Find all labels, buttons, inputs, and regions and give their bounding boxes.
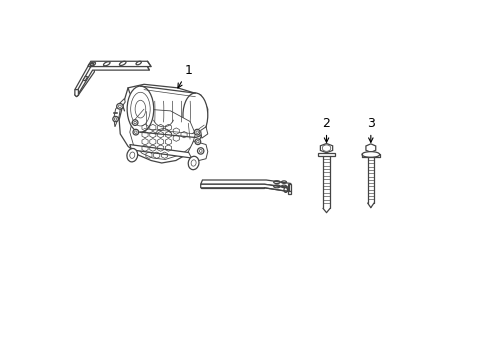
Polygon shape [75, 61, 151, 90]
Polygon shape [318, 153, 335, 156]
Polygon shape [201, 180, 291, 187]
Polygon shape [114, 99, 125, 127]
Ellipse shape [362, 152, 380, 157]
Polygon shape [201, 127, 208, 138]
Polygon shape [75, 67, 149, 97]
Polygon shape [320, 144, 333, 153]
Ellipse shape [197, 148, 204, 154]
Ellipse shape [127, 148, 138, 162]
Polygon shape [83, 76, 88, 81]
Polygon shape [188, 141, 208, 161]
Ellipse shape [183, 93, 208, 137]
Polygon shape [78, 67, 95, 95]
Ellipse shape [195, 129, 200, 135]
Polygon shape [75, 90, 78, 95]
Ellipse shape [113, 116, 119, 122]
Ellipse shape [133, 129, 139, 135]
Polygon shape [288, 192, 291, 194]
Ellipse shape [132, 120, 138, 125]
Polygon shape [75, 90, 78, 97]
Text: 2: 2 [322, 117, 330, 142]
Ellipse shape [195, 139, 201, 145]
Ellipse shape [117, 103, 123, 109]
Polygon shape [366, 144, 376, 152]
Ellipse shape [127, 86, 154, 132]
Polygon shape [130, 145, 197, 159]
Ellipse shape [188, 156, 199, 170]
Polygon shape [201, 184, 288, 192]
Polygon shape [130, 109, 196, 159]
Polygon shape [119, 84, 208, 163]
Text: 3: 3 [367, 117, 375, 142]
Text: 1: 1 [178, 64, 192, 88]
Polygon shape [288, 184, 291, 192]
